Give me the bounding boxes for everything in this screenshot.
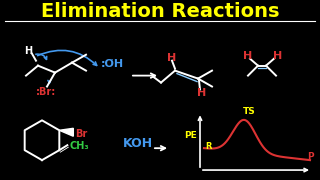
Text: H: H xyxy=(167,53,177,63)
Text: CH₃: CH₃ xyxy=(69,141,89,151)
Polygon shape xyxy=(59,128,73,136)
Text: R: R xyxy=(205,142,211,151)
FancyArrowPatch shape xyxy=(48,80,51,83)
Text: PE: PE xyxy=(184,131,197,140)
Text: ..: .. xyxy=(110,55,114,61)
Text: :Br:: :Br: xyxy=(36,87,56,96)
Text: TS: TS xyxy=(243,107,256,116)
Text: :OH: :OH xyxy=(100,59,124,69)
Text: H: H xyxy=(273,51,283,61)
Text: KOH: KOH xyxy=(123,137,153,150)
Text: P: P xyxy=(307,152,313,161)
Text: Elimination Reactions: Elimination Reactions xyxy=(41,3,279,21)
Text: H: H xyxy=(244,51,252,61)
FancyArrowPatch shape xyxy=(37,50,97,65)
FancyArrowPatch shape xyxy=(36,54,47,59)
Text: H: H xyxy=(197,89,207,98)
Text: H: H xyxy=(24,46,32,56)
Text: Br: Br xyxy=(75,129,88,139)
